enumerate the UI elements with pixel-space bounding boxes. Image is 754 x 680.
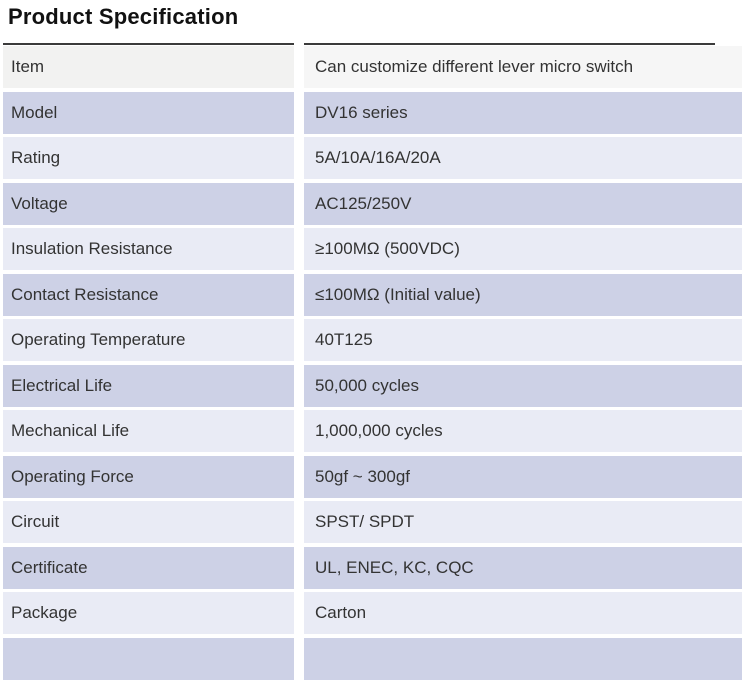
spec-label: Model [3,91,294,134]
spec-label: Circuit [3,501,294,543]
top-border-left-segment [3,43,294,45]
spec-label: Item [3,46,294,88]
spec-value: 50,000 cycles [304,364,742,407]
spec-value: SPST/ SPDT [304,501,742,543]
spec-table: Item Can customize different lever micro… [3,46,742,680]
spec-label: Operating Force [3,455,294,498]
spec-value: DV16 series [304,91,742,134]
spec-label: Voltage [3,182,294,225]
spec-value: ≤100MΩ (Initial value) [304,273,742,316]
spec-label: Package [3,592,294,634]
spec-value: Can customize different lever micro swit… [304,46,742,88]
spec-label: Mechanical Life [3,410,294,452]
table-top-border [3,43,715,45]
spec-label: Electrical Life [3,364,294,407]
spec-value: 5A/10A/16A/20A [304,137,742,179]
spec-value: AC125/250V [304,182,742,225]
product-spec-page: Product Specification Item Can customize… [3,4,742,680]
spec-value: 1,000,000 cycles [304,410,742,452]
spec-label: Contact Resistance [3,273,294,316]
spec-value: ≥100MΩ (500VDC) [304,228,742,270]
spec-value: 40T125 [304,319,742,361]
spec-value: 50gf ~ 300gf [304,455,742,498]
spec-label: Rating [3,137,294,179]
spec-value: Carton [304,592,742,634]
spec-label: Insulation Resistance [3,228,294,270]
spec-label: Operating Temperature [3,319,294,361]
spec-value: UL, ENEC, KC, CQC [304,546,742,589]
page-title: Product Specification [8,4,239,29]
spec-label: Certificate [3,546,294,589]
top-border-right-segment [304,43,715,45]
